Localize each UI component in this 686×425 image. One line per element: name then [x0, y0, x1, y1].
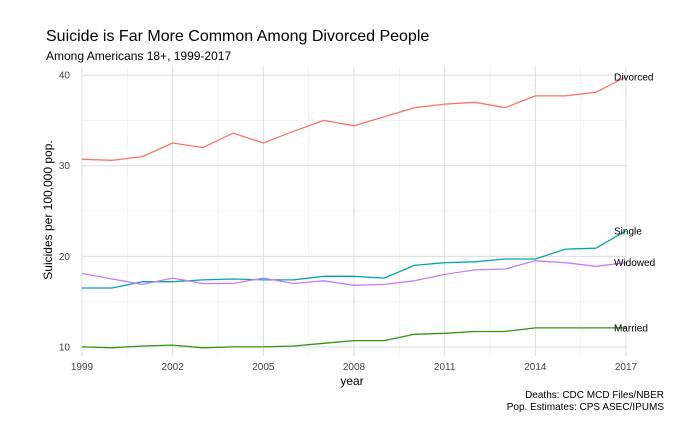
x-tick-label: 2002	[162, 362, 185, 373]
x-tick-label: 2005	[252, 362, 275, 373]
x-tick-label: 2017	[615, 362, 638, 373]
y-tick-label: 20	[59, 252, 71, 263]
series-labels: Divorced Single Widowed Married	[614, 72, 655, 334]
chart-title: Suicide is Far More Common Among Divorce…	[46, 28, 430, 45]
chart-caption: Deaths: CDC MCD Files/NBER Pop. Estimate…	[507, 390, 664, 414]
x-tick-label: 2008	[343, 362, 366, 373]
x-tick-label: 1999	[71, 362, 94, 373]
caption-line-population: Pop. Estimates: CPS ASEC/IPUMS	[506, 402, 664, 413]
x-tick-label: 2014	[524, 362, 547, 373]
gridlines	[81, 66, 627, 356]
x-tick-label: 2011	[434, 362, 456, 373]
series-label-married: Married	[614, 323, 648, 334]
y-tick-label: 40	[59, 71, 71, 82]
series-line-single	[82, 230, 627, 289]
series-label-single: Single	[614, 226, 642, 237]
y-tick-label: 30	[59, 161, 71, 172]
series-label-divorced: Divorced	[614, 72, 653, 83]
series-line-widowed	[81, 260, 627, 286]
caption-line-deaths: Deaths: CDC MCD Files/NBER	[525, 390, 664, 401]
x-axis-title: year	[340, 374, 363, 388]
series-line-divorced	[81, 76, 627, 161]
tick-labels: 1999 2002 2005 2008 2011 2014 2017 10 20 30 40	[59, 71, 638, 373]
y-tick-label: 10	[59, 342, 71, 353]
series-label-widowed: Widowed	[614, 258, 655, 269]
y-axis-title: Suicides per 100,000 pop.	[41, 140, 55, 279]
series-lines	[81, 76, 627, 349]
series-line-married	[81, 327, 626, 349]
chart-subtitle: Among Americans 18+, 1999-2017	[46, 49, 232, 63]
